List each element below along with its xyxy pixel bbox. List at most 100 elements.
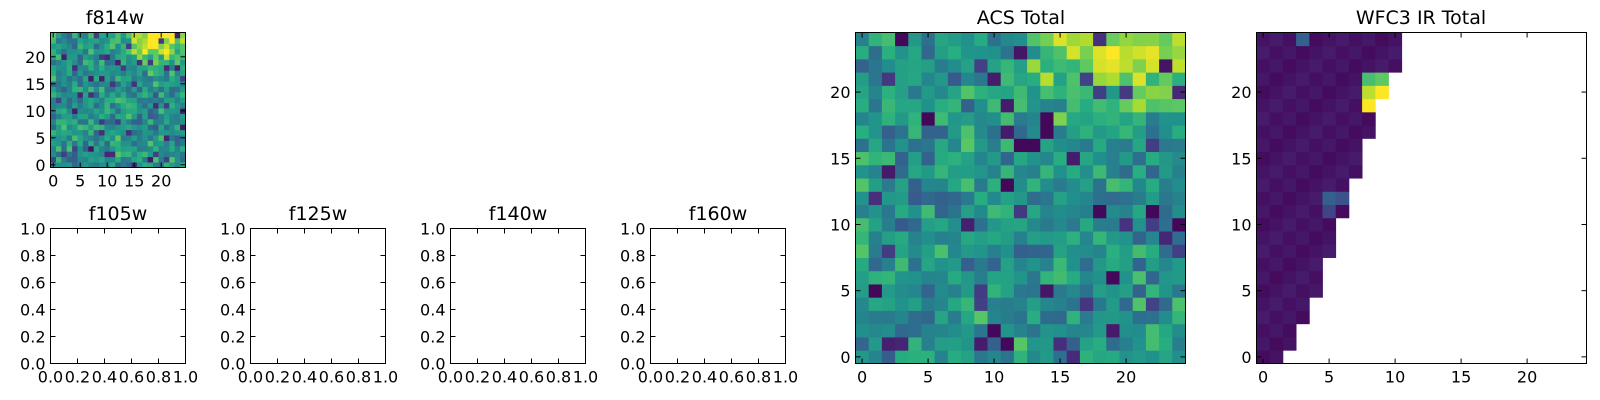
heatmap-cell [868, 217, 883, 232]
heatmap-cell [1027, 350, 1041, 364]
heatmap-cell [934, 350, 949, 364]
heatmap-cell [1256, 217, 1271, 232]
heatmap-cell [120, 140, 127, 147]
heatmap-cell [1013, 297, 1028, 311]
heatmap-cell [153, 97, 159, 104]
y-tick-label: 1.0 [420, 220, 445, 239]
heatmap-cell [1106, 217, 1120, 232]
heatmap-cell [169, 108, 176, 114]
heatmap-cell [868, 257, 883, 272]
heatmap-cell [1309, 58, 1323, 73]
heatmap-cell [1053, 284, 1068, 298]
heatmap-cell [174, 32, 181, 39]
heatmap-cell [163, 102, 170, 109]
heatmap-cell [61, 81, 68, 87]
heatmap-cell [72, 43, 78, 50]
heatmap-cell [881, 217, 896, 232]
heatmap-cell [153, 102, 159, 109]
heatmap-cell [109, 140, 116, 147]
heatmap-cell [120, 156, 127, 163]
heatmap-cell [1282, 98, 1297, 113]
heatmap-cell [55, 102, 62, 109]
heatmap-cell [99, 59, 105, 66]
heatmap-cell [115, 140, 122, 147]
heatmap-cell [1145, 138, 1160, 153]
heatmap-cell [1053, 231, 1068, 245]
heatmap-cell [109, 135, 116, 141]
heatmap-cell [1119, 297, 1134, 311]
heatmap-cell [1362, 32, 1376, 47]
y-tick-label: 0.2 [220, 328, 245, 347]
y-tick-label: 0.4 [420, 301, 445, 320]
heatmap-cell [109, 43, 116, 50]
heatmap-cell [55, 48, 62, 55]
heatmap-cell [1309, 231, 1323, 245]
heatmap-cell [868, 191, 883, 206]
heatmap-cell [1269, 257, 1284, 272]
heatmap-cell [174, 113, 181, 120]
heatmap-cell [1132, 178, 1147, 192]
heatmap-cell [895, 111, 909, 126]
heatmap-cell [147, 151, 154, 158]
heatmap-cell [163, 70, 170, 77]
heatmap-cell [120, 118, 127, 125]
heatmap-cell [1079, 323, 1094, 338]
heatmap-cell [88, 102, 95, 109]
heatmap-cell [1079, 231, 1094, 245]
heatmap-cell [881, 191, 896, 206]
heatmap-cell [1027, 284, 1041, 298]
heatmap-cell [169, 81, 176, 87]
heatmap-cell [169, 113, 176, 120]
heatmap-cell [1027, 323, 1041, 338]
heatmap-cell [934, 85, 949, 100]
heatmap-cell [115, 32, 122, 39]
heatmap-cell [180, 124, 186, 131]
heatmap-cell [147, 140, 154, 147]
heatmap-cell [169, 91, 176, 98]
heatmap-cell [1132, 244, 1147, 258]
heatmap-cell [908, 151, 922, 166]
heatmap-cell [1066, 350, 1081, 364]
heatmap-cell [974, 32, 988, 47]
heatmap-cell [158, 135, 165, 141]
heatmap-cell [66, 156, 73, 163]
heatmap-cell [163, 86, 170, 93]
y-tick-label: 0.4 [620, 301, 645, 320]
heatmap-cell [1106, 204, 1120, 219]
heatmap-cell [1282, 72, 1297, 86]
heatmap-cell [1132, 111, 1147, 126]
heatmap-cell [1388, 45, 1403, 60]
heatmap-cell [131, 118, 138, 125]
heatmap-cell [142, 156, 149, 163]
heatmap-cell [1159, 178, 1173, 192]
heatmap-cell [120, 135, 127, 141]
heatmap-cell [104, 156, 111, 163]
heatmap-cell [1000, 45, 1015, 60]
heatmap-cell [974, 45, 988, 60]
heatmap-cell [921, 125, 936, 139]
heatmap-cell [120, 81, 127, 87]
heatmap-cell [1040, 284, 1054, 298]
heatmap-cell [855, 125, 870, 139]
heatmap-cell [1040, 45, 1054, 60]
heatmap-cell [947, 270, 962, 285]
heatmap-cell [180, 118, 186, 125]
heatmap-cell [934, 125, 949, 139]
heatmap-cell [115, 86, 122, 93]
heatmap-cell [1066, 72, 1081, 86]
heatmap-cell [1388, 32, 1403, 47]
heatmap-cell [66, 32, 73, 39]
heatmap-cell [1159, 204, 1173, 219]
heatmap-cell [868, 151, 883, 166]
heatmap-cell [131, 64, 138, 71]
heatmap-cell [1093, 58, 1107, 73]
heatmap-cell [147, 97, 154, 104]
heatmap-cell [1000, 323, 1015, 338]
heatmap-cell [136, 97, 143, 104]
heatmap-cell [77, 102, 84, 109]
x-tick-label: 10 [97, 172, 117, 191]
heatmap-cell [147, 113, 154, 120]
heatmap-cell [115, 43, 122, 50]
heatmap-cell [1013, 323, 1028, 338]
heatmap-cells [855, 32, 1186, 364]
